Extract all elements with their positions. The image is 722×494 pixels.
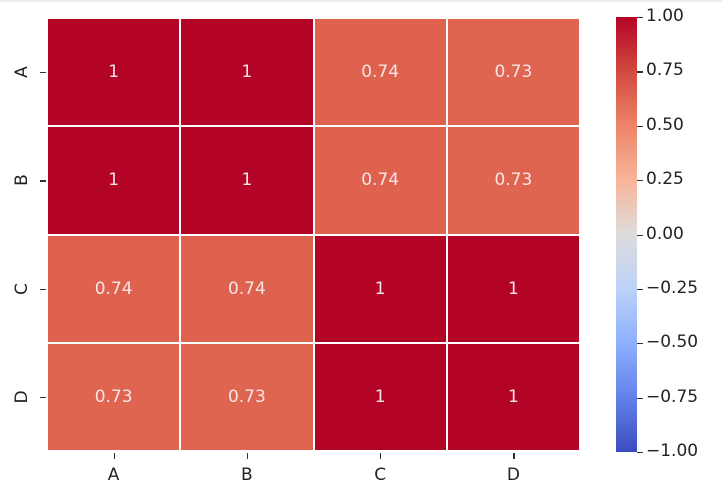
x-tick-mark — [380, 453, 382, 459]
heatmap-cell-A-D: 0.73 — [446, 18, 580, 127]
colorbar-tick-mark — [637, 180, 643, 182]
heatmap-cell-A-B: 1 — [180, 18, 314, 127]
heatmap-cell-B-D: 0.73 — [446, 126, 580, 235]
colorbar-tick-mark — [637, 343, 643, 345]
heatmap-cell-D-B: 0.73 — [180, 342, 314, 451]
heatmap-cell-D-C: 1 — [313, 342, 447, 451]
y-tick-mark — [40, 396, 46, 399]
top-border — [0, 0, 722, 2]
heatmap-cell-A-C: 0.74 — [313, 18, 447, 127]
colorbar — [616, 17, 637, 452]
colorbar-tick-mark — [637, 288, 643, 291]
x-tick-mark — [513, 453, 515, 459]
colorbar-tick-label: 1.00 — [646, 6, 684, 26]
colorbar-tick-label: −0.75 — [646, 386, 699, 407]
y-tick-mark — [40, 180, 46, 182]
colorbar-tick-mark — [637, 234, 643, 236]
colorbar-tick-mark — [637, 71, 643, 73]
y-tick-label-B: B — [12, 174, 32, 187]
colorbar-tick-label: 0.00 — [646, 223, 684, 244]
heatmap-cell-B-A: 1 — [47, 126, 181, 235]
colorbar-tick-mark — [637, 17, 643, 19]
x-tick-label-D: D — [506, 465, 520, 485]
heatmap-grid: 1 1 0.74 0.73 1 1 0.74 0.73 0.74 0.74 1 1 0.73 0.73 1 1 — [47, 18, 580, 451]
x-tick-label-A: A — [107, 465, 120, 485]
heatmap-cell-B-B: 1 — [180, 126, 314, 235]
colorbar-tick-label: −0.50 — [646, 332, 699, 353]
colorbar-tick-mark — [637, 397, 643, 399]
heatmap-cell-C-B: 0.74 — [180, 234, 314, 343]
heatmap-cell-D-D: 1 — [446, 342, 580, 451]
colorbar-tick-label: 0.50 — [646, 114, 684, 135]
y-tick-mark — [40, 288, 46, 290]
x-tick-mark — [113, 453, 115, 459]
colorbar-tick-label: 0.75 — [646, 60, 684, 81]
colorbar-tick-label: −1.00 — [646, 441, 699, 461]
heatmap-cell-A-A: 1 — [47, 18, 181, 127]
x-tick-label-B: B — [241, 465, 253, 485]
heatmap-cell-D-A: 0.73 — [47, 342, 181, 451]
heatmap-cell-B-C: 0.74 — [313, 126, 447, 235]
y-tick-label-A: A — [12, 66, 32, 78]
y-tick-label-D: D — [12, 390, 32, 404]
colorbar-tick-label: 0.25 — [646, 169, 684, 190]
heatmap-cell-C-A: 0.74 — [47, 234, 181, 343]
x-tick-mark — [246, 453, 249, 459]
colorbar-tick-label: −0.25 — [646, 277, 699, 298]
heatmap-cell-C-C: 1 — [313, 234, 447, 343]
colorbar-tick-mark — [637, 125, 643, 127]
y-tick-label-C: C — [12, 282, 32, 295]
x-tick-label-C: C — [374, 465, 387, 485]
colorbar-tick-mark — [637, 452, 643, 454]
heatmap-cell-C-D: 1 — [446, 234, 580, 343]
y-tick-mark — [40, 72, 46, 74]
